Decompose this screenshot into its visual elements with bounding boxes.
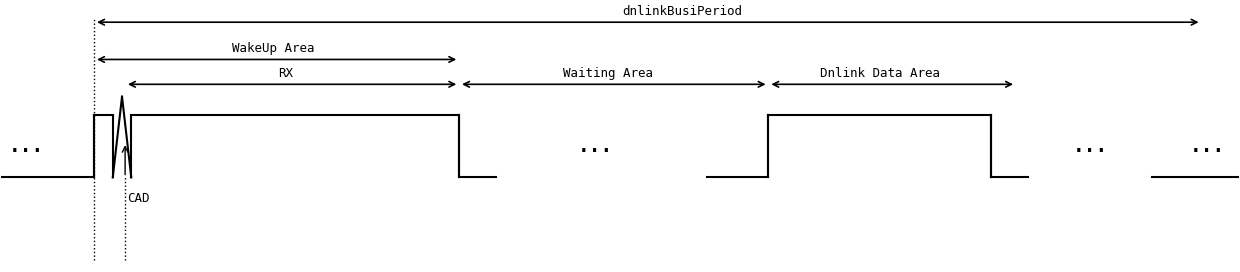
- Text: ...: ...: [9, 137, 43, 156]
- Text: ...: ...: [1073, 137, 1107, 156]
- Text: Waiting Area: Waiting Area: [563, 67, 652, 80]
- Text: ...: ...: [1190, 137, 1225, 156]
- Text: WakeUp Area: WakeUp Area: [232, 42, 315, 55]
- Text: CAD: CAD: [128, 192, 150, 205]
- Text: ...: ...: [578, 137, 613, 156]
- Text: RX: RX: [279, 67, 294, 80]
- Text: Dnlink Data Area: Dnlink Data Area: [820, 67, 940, 80]
- Text: dnlinkBusiPeriod: dnlinkBusiPeriod: [622, 5, 742, 18]
